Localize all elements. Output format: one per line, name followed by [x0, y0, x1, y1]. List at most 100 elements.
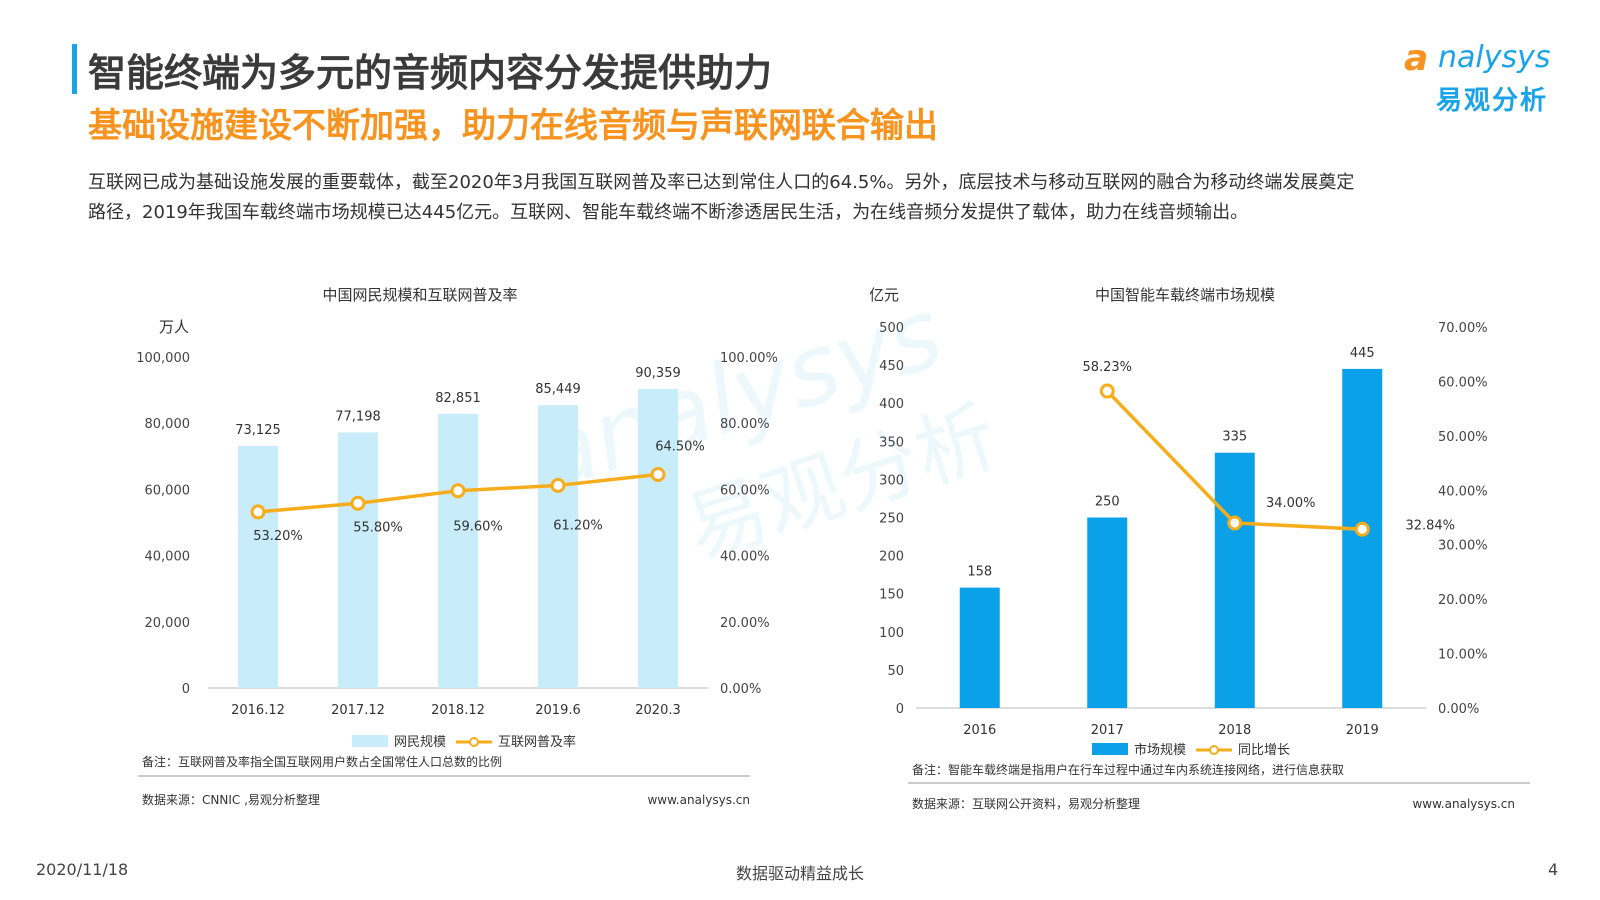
- y2-tick-label: 20.00%: [720, 616, 770, 631]
- line-value-label: 55.80%: [353, 520, 403, 535]
- bar-value-label: 335: [1222, 430, 1247, 445]
- x-tick-label: 2019: [1346, 723, 1379, 738]
- y-tick-label: 450: [879, 359, 904, 374]
- line-value-label: 53.20%: [253, 529, 303, 544]
- chart-title: 中国智能车载终端市场规模: [1095, 286, 1275, 304]
- line-point: [250, 504, 266, 520]
- y-tick-label: 40,000: [145, 550, 191, 565]
- y2-tick-label: 20.00%: [1438, 593, 1488, 608]
- bar: [1342, 368, 1383, 708]
- bar: [238, 445, 278, 688]
- line-point: [1227, 515, 1243, 531]
- y-tick-label: 100: [879, 626, 904, 641]
- logo-text: nalysys: [1438, 40, 1551, 75]
- chart-note: 备注：互联网普及率指全国互联网用户数占全国常住人口总数的比例: [142, 754, 502, 769]
- line-point: [1099, 383, 1115, 399]
- bar-value-label: 73,125: [235, 423, 281, 438]
- chart-title: 中国网民规模和互联网普及率: [322, 286, 517, 304]
- footer-date: 2020/11/18: [36, 860, 129, 879]
- car-terminal-chart: 中国智能车载终端市场规模 亿元 0 50 100 150 200 250 300 350 400 45…: [870, 286, 1530, 811]
- chart-source: 数据来源：互联网公开资料，易观分析整理: [912, 796, 1140, 811]
- y-tick-label: 250: [879, 512, 904, 527]
- y2-tick-label: 50.00%: [1438, 430, 1488, 445]
- y-tick-label: 400: [879, 397, 904, 412]
- chart-url: www.analysys.cn: [647, 793, 750, 807]
- line-point: [1354, 521, 1370, 537]
- y2-tick-label: 80.00%: [720, 417, 770, 432]
- intro-line-1: 互联网已成为基础设施发展的重要载体，截至2020年3月我国互联网普及率已达到常住…: [88, 172, 1355, 193]
- bar-value-label: 82,851: [435, 391, 481, 406]
- bar-value-label: 90,359: [635, 366, 681, 381]
- y2-tick-label: 10.00%: [1438, 648, 1488, 663]
- y-tick-label: 60,000: [145, 483, 191, 498]
- bar-value-label: 77,198: [335, 409, 381, 424]
- y2-tick-label: 40.00%: [1438, 484, 1488, 499]
- y2-tick-label: 30.00%: [1438, 539, 1488, 554]
- y-tick-label: 100,000: [136, 351, 190, 366]
- bar-value-label: 158: [967, 565, 992, 580]
- title-accent-bar: [72, 44, 77, 94]
- legend-line-label: 互联网普及率: [498, 734, 576, 750]
- footer-slogan: 数据驱动精益成长: [735, 864, 864, 883]
- y-tick-label: 20,000: [145, 616, 191, 631]
- x-tick-label: 2018: [1218, 723, 1251, 738]
- line-value-label: 32.84%: [1405, 518, 1455, 533]
- x-tick-label: 2016: [963, 723, 996, 738]
- y2-tick-label: 100.00%: [720, 351, 778, 366]
- line-value-label: 59.60%: [453, 520, 503, 535]
- bar: [1214, 452, 1255, 708]
- y2-tick-label: 0.00%: [1438, 702, 1479, 717]
- legend-bar-swatch: [352, 735, 388, 747]
- line-value-label: 34.00%: [1266, 496, 1316, 511]
- x-tick-label: 2020.3: [635, 703, 681, 718]
- y-tick-label: 150: [879, 588, 904, 603]
- page-subtitle: 基础设施建设不断加强，助力在线音频与声联网联合输出: [88, 106, 938, 146]
- y2-tick-label: 70.00%: [1438, 321, 1488, 336]
- x-tick-label: 2017: [1091, 723, 1124, 738]
- y-tick-label: 500: [879, 321, 904, 336]
- y2-tick-label: 60.00%: [1438, 375, 1488, 390]
- legend-line-marker: [1209, 745, 1219, 755]
- line-point: [550, 477, 566, 493]
- legend-line-marker: [469, 737, 479, 747]
- bar: [1087, 517, 1128, 708]
- logo-letter: a: [1404, 38, 1429, 79]
- chart-url: www.analysys.cn: [1412, 797, 1515, 811]
- chart-note: 备注：智能车载终端是指用户在行车过程中通过车内系统连接网络，进行信息获取: [912, 762, 1344, 777]
- bar: [638, 388, 678, 688]
- line-point: [450, 483, 466, 499]
- legend-bar-label: 网民规模: [394, 735, 446, 750]
- legend-line-label: 同比增长: [1238, 743, 1290, 758]
- line-point: [650, 467, 666, 483]
- page-number: 4: [1548, 860, 1559, 879]
- line-point: [350, 495, 366, 511]
- chart-source: 数据来源：CNNIC ,易观分析整理: [142, 792, 320, 807]
- y-tick-label: 80,000: [145, 417, 191, 432]
- y-tick-label: 350: [879, 435, 904, 450]
- bar: [338, 432, 378, 688]
- y-tick-label: 300: [879, 473, 904, 488]
- y2-tick-label: 40.00%: [720, 550, 770, 565]
- y-tick-label: 0: [182, 682, 190, 697]
- intro-paragraph: 互联网已成为基础设施发展的重要载体，截至2020年3月我国互联网普及率已达到常住…: [88, 168, 1518, 228]
- bar-value-label: 250: [1095, 495, 1120, 510]
- y2-tick-label: 0.00%: [720, 682, 761, 697]
- legend-bar-swatch: [1092, 743, 1128, 755]
- y-axis-label: 万人: [159, 318, 189, 336]
- bar-value-label: 445: [1350, 346, 1375, 361]
- y-tick-label: 200: [879, 550, 904, 565]
- y-tick-label: 50: [887, 664, 904, 679]
- line-value-label: 61.20%: [553, 518, 603, 533]
- bar: [959, 587, 1000, 708]
- page-title: 智能终端为多元的音频内容分发提供助力: [88, 51, 773, 95]
- x-tick-label: 2019.6: [535, 703, 581, 718]
- bar: [538, 405, 578, 688]
- y-tick-label: 0: [896, 702, 904, 717]
- y-axis-label: 亿元: [870, 286, 899, 304]
- x-tick-label: 2016.12: [231, 703, 285, 718]
- legend-bar-label: 市场规模: [1134, 742, 1186, 758]
- line-value-label: 64.50%: [655, 440, 705, 455]
- logo-cn: 易观分析: [1436, 86, 1549, 116]
- y2-tick-label: 60.00%: [720, 483, 770, 498]
